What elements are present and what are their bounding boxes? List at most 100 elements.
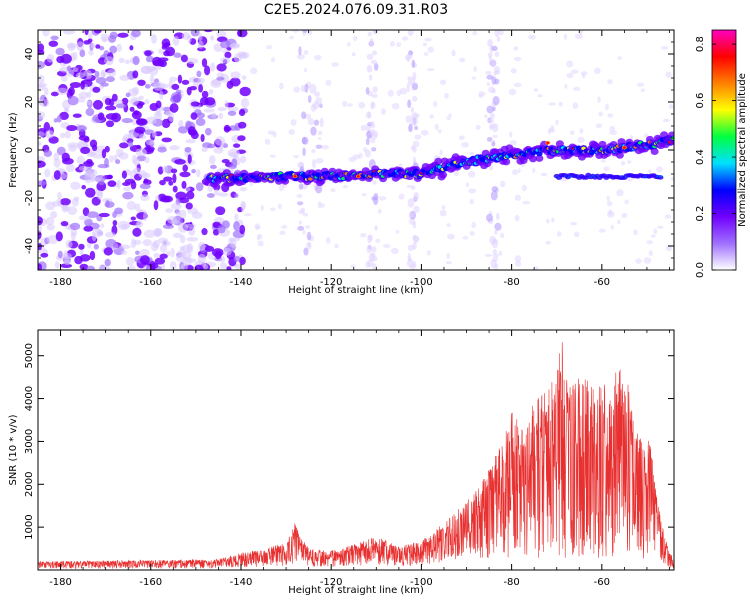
column-blob <box>372 180 377 185</box>
noise-blob <box>100 33 109 42</box>
noise-blob <box>221 158 230 164</box>
noise-blob <box>190 30 200 37</box>
track-halo <box>434 157 443 165</box>
noise-blob <box>201 90 209 99</box>
noise-blob <box>233 221 240 231</box>
noise-blob <box>191 168 196 174</box>
noise-blob <box>53 158 61 168</box>
noise-blob <box>92 86 101 93</box>
noise-blob <box>116 179 121 190</box>
faint-blob <box>572 102 579 110</box>
noise-blob <box>80 80 86 90</box>
faint-blob <box>444 92 449 99</box>
faint-blob <box>514 255 522 263</box>
faint-blob <box>296 193 303 198</box>
column-blob <box>372 86 378 93</box>
noise-blob <box>38 111 46 119</box>
noise-blob <box>118 152 129 160</box>
column-blob <box>491 185 499 193</box>
noise-blob <box>221 220 230 229</box>
noise-blob <box>220 73 229 84</box>
noise-blob <box>219 255 226 263</box>
noise-blob <box>154 257 166 265</box>
noise-blob <box>216 30 227 39</box>
noise-blob <box>137 79 146 86</box>
noise-blob <box>220 57 231 64</box>
faint-blob <box>499 232 505 239</box>
noise-blob <box>144 156 150 164</box>
noise-blob <box>38 263 42 270</box>
faint-blob <box>569 130 575 136</box>
noise-blob <box>118 244 131 250</box>
column-blob <box>317 130 323 136</box>
faint-blob <box>360 233 367 238</box>
faint-blob <box>330 188 336 193</box>
faint-blob <box>279 82 284 90</box>
column-blob <box>307 30 312 36</box>
column-blob <box>303 247 309 256</box>
noise-blob <box>107 180 117 187</box>
noise-blob <box>212 229 220 236</box>
noise-blob <box>135 148 147 157</box>
faint-blob <box>350 264 356 268</box>
noise-blob <box>131 98 139 106</box>
faint-blob <box>422 42 428 47</box>
faint-blob <box>281 224 288 229</box>
noise-blob <box>45 217 55 226</box>
noise-blob <box>173 52 182 58</box>
noise-blob <box>151 33 157 44</box>
column-blob <box>315 184 323 194</box>
noise-blob <box>170 247 175 258</box>
column-blob <box>493 71 497 77</box>
noise-blob <box>185 191 195 200</box>
noise-blob <box>59 198 71 206</box>
noise-blob <box>55 231 63 242</box>
faint-blob <box>595 123 602 129</box>
faint-blob <box>391 247 399 255</box>
noise-blob <box>180 251 192 260</box>
column-blob <box>408 77 416 86</box>
noise-blob <box>105 76 115 83</box>
snr-xtick-label: -140 <box>230 577 253 588</box>
noise-blob <box>188 227 196 236</box>
noise-blob <box>133 110 140 116</box>
column-blob <box>492 249 498 255</box>
faint-blob <box>637 82 645 87</box>
noise-blob <box>64 106 69 112</box>
noise-blob <box>44 168 51 178</box>
noise-blob <box>197 40 204 49</box>
faint-blob <box>578 30 584 35</box>
noise-blob <box>91 232 97 242</box>
noise-blob <box>93 243 99 250</box>
noise-blob <box>40 252 49 258</box>
faint-blob <box>604 103 609 111</box>
noise-blob <box>139 248 150 258</box>
faint-blob <box>395 229 400 234</box>
faint-blob <box>633 229 638 236</box>
noise-blob <box>104 231 116 238</box>
noise-blob <box>62 205 71 212</box>
noise-blob <box>48 40 59 47</box>
faint-blob <box>270 56 275 63</box>
column-blob <box>486 136 493 142</box>
noise-blob <box>56 115 62 123</box>
column-blob <box>488 54 493 62</box>
noise-blob <box>226 266 232 270</box>
column-blob <box>412 146 417 153</box>
column-blob <box>366 64 373 73</box>
column-blob <box>492 95 500 106</box>
noise-blob <box>216 76 225 81</box>
noise-blob <box>72 67 79 72</box>
faint-blob <box>424 37 432 42</box>
faint-blob <box>546 218 550 224</box>
noise-blob <box>219 262 228 270</box>
faint-blob <box>461 142 469 148</box>
noise-blob <box>241 75 247 80</box>
faint-blob <box>579 128 584 134</box>
noise-blob <box>185 138 196 144</box>
track-hotspot-center <box>356 175 360 178</box>
column-blob <box>485 213 494 222</box>
faint-blob <box>293 86 301 93</box>
faint-blob <box>572 86 581 91</box>
noise-blob <box>178 222 189 233</box>
